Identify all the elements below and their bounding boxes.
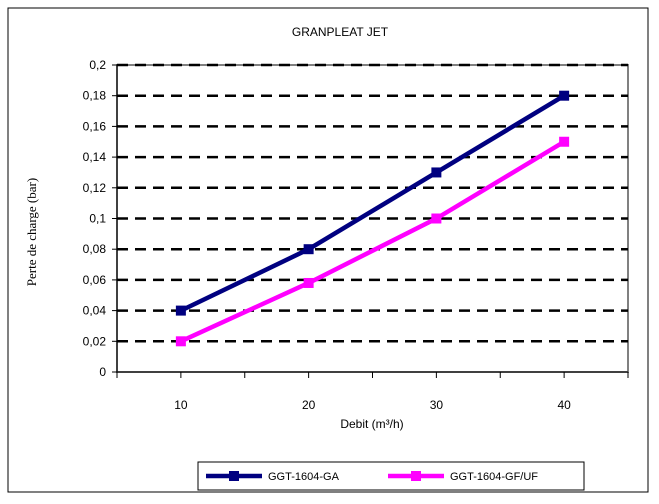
x-tick-label: 10: [174, 398, 188, 412]
y-tick-label: 0,12: [83, 181, 107, 195]
data-point: [303, 244, 314, 255]
y-tick-label: 0,18: [83, 89, 107, 103]
legend-swatch-marker: [229, 471, 239, 481]
x-tick-label: 20: [302, 398, 316, 412]
y-tick-label: 0,14: [83, 150, 107, 164]
y-tick-label: 0,02: [83, 334, 107, 348]
data-point: [431, 167, 442, 178]
y-tick-label: 0,08: [83, 242, 107, 256]
series-line-2: [179, 139, 566, 344]
legend-label: GGT-1604-GF/UF: [450, 471, 538, 483]
legend: GGT-1604-GA GGT-1604-GF/UF: [197, 461, 585, 491]
data-point: [175, 336, 186, 347]
y-tick-label: 0,16: [83, 119, 107, 133]
series-line-1: [179, 93, 566, 313]
data-point: [431, 213, 442, 224]
y-tick-label: 0,1: [89, 212, 106, 226]
legend-label: GGT-1604-GA: [268, 471, 340, 483]
plot-area: 0 0,02 0,04 0,06 0,08 0,1 0,12 0,14 0,16 0,18 0,2 1…: [83, 58, 629, 412]
data-point: [175, 305, 186, 316]
data-point: [559, 136, 570, 147]
data-point: [303, 277, 314, 288]
x-tick-label: 40: [557, 398, 571, 412]
y-axis-label: Perte de charge (bar): [24, 178, 39, 286]
y-tick-label: 0,04: [83, 304, 107, 318]
chart-title: GRANPLEAT JET: [292, 25, 389, 39]
y-tick-label: 0,06: [83, 273, 107, 287]
x-axis-label: Debit (m³/h): [340, 417, 403, 431]
data-point: [559, 90, 570, 101]
x-tick-label: 30: [430, 398, 444, 412]
legend-swatch-marker: [411, 471, 421, 481]
y-tick-label: 0,2: [89, 58, 106, 72]
y-tick-label: 0: [99, 365, 106, 379]
